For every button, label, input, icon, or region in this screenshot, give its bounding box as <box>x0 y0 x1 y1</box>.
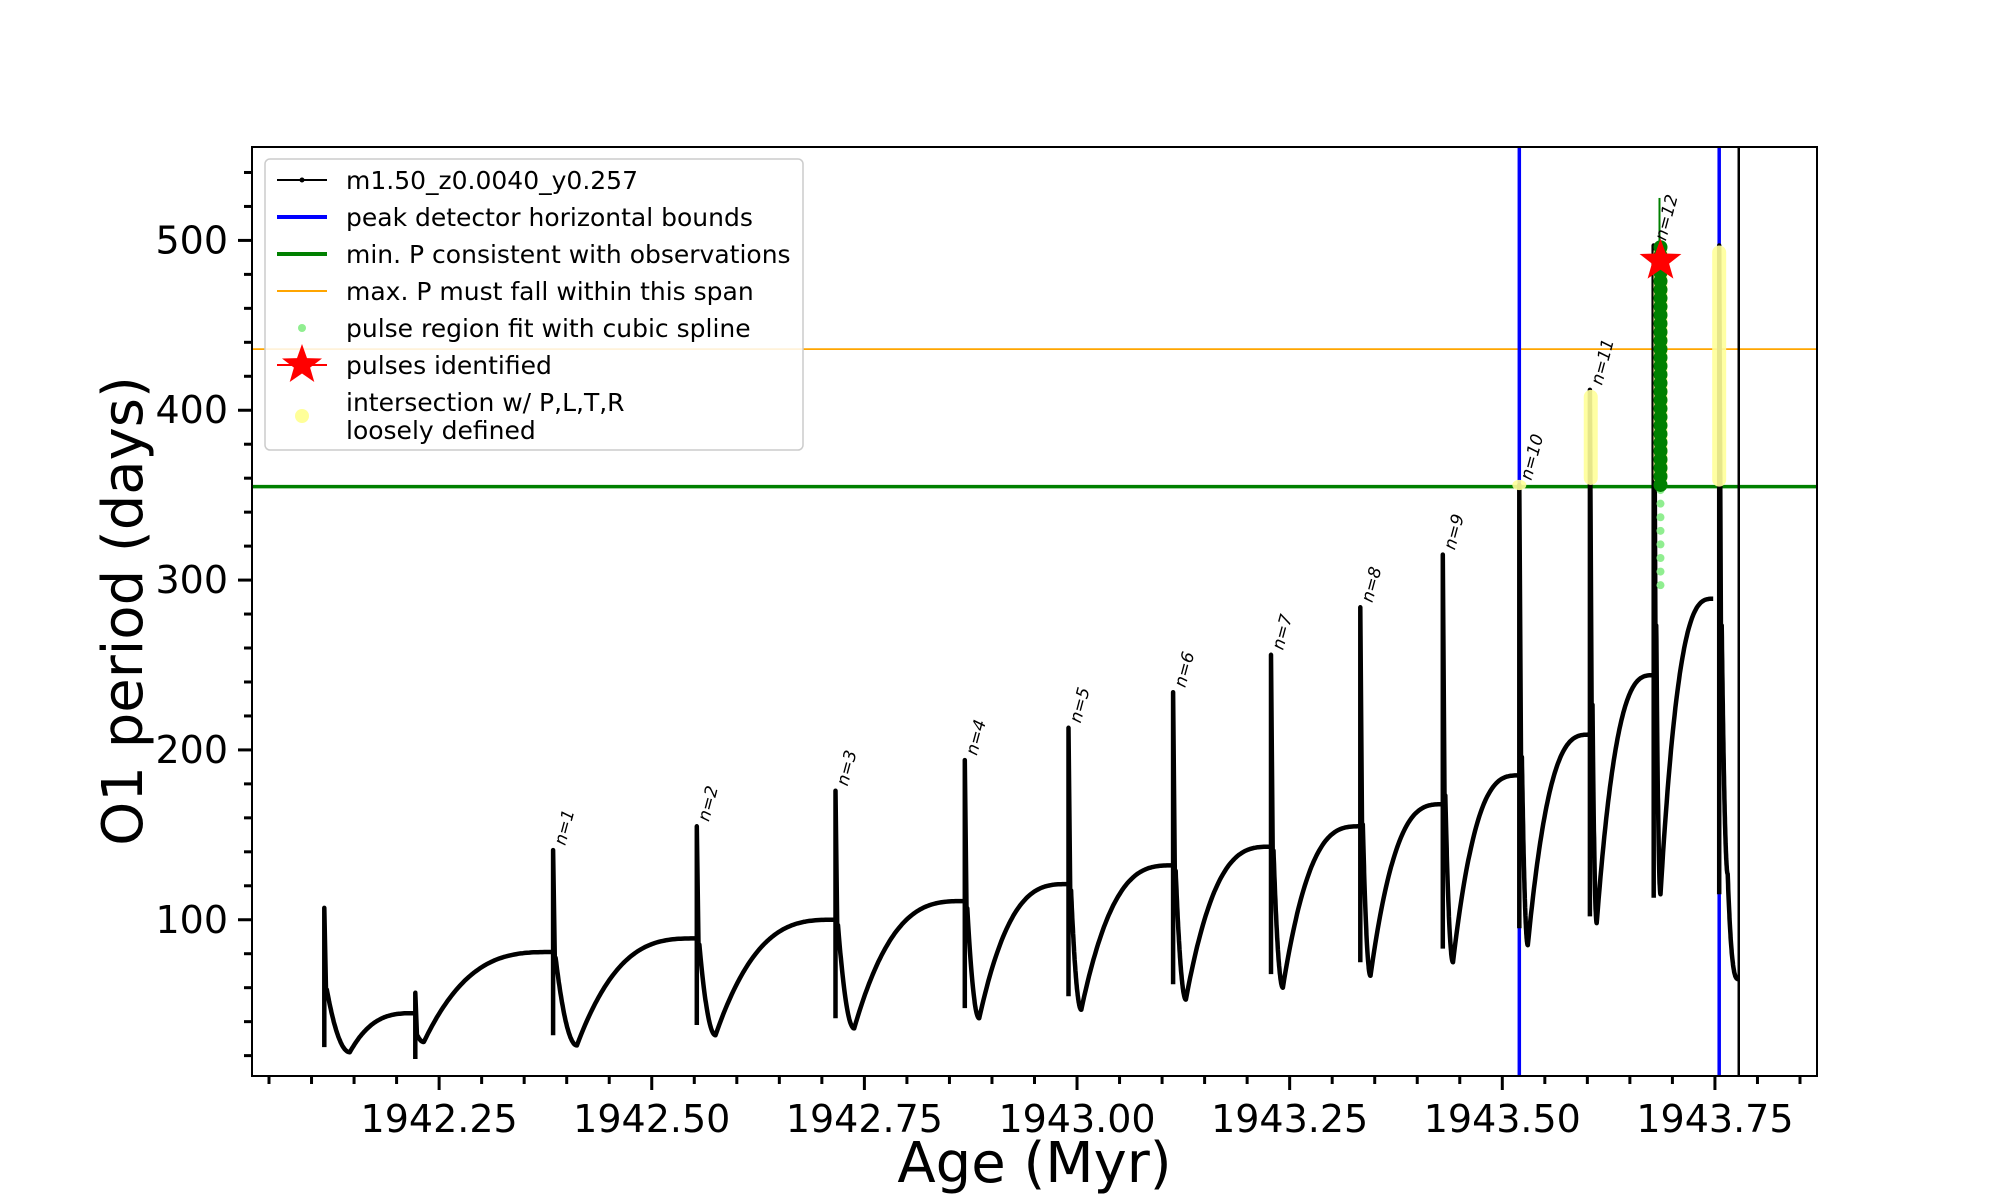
y-tick-label: 300 <box>155 558 228 602</box>
legend-label: max. P must fall within this span <box>346 277 754 306</box>
series-pulse-13 <box>1651 243 1715 898</box>
spline-dot-0 <box>1656 567 1665 576</box>
legend-label: m1.50_z0.0040_y0.257 <box>346 166 638 195</box>
spline-dot-0 <box>1656 513 1665 522</box>
x-tick-label: 1942.25 <box>361 1097 518 1141</box>
series-layer <box>322 243 1741 1059</box>
x-axis: 1942.25 1942.50 1942.75 1943.00 1943.25 1943.… <box>267 1076 1802 1141</box>
series-pulse-5 <box>962 757 1070 1021</box>
spline-dot-0 <box>1656 526 1665 535</box>
legend-label-line2: loosely defined <box>346 416 536 445</box>
legend-handle-star <box>282 344 322 382</box>
x-axis-title: Age (Myr) <box>897 1131 1171 1196</box>
loose-region-0 <box>1512 479 1527 491</box>
y-tick-label: 200 <box>155 728 228 772</box>
series-pulse-14 <box>1716 243 1741 982</box>
y-tick-label: 100 <box>155 898 228 942</box>
legend-label: intersection w/ P,L,T,R <box>346 388 625 417</box>
overlay-layer <box>1512 197 1727 590</box>
series-pulse-0 <box>322 905 417 1055</box>
y-axis-title: O1 period (days) <box>91 376 156 846</box>
pulse-star-0 <box>1639 238 1682 279</box>
legend-handle-dot <box>295 409 309 423</box>
series-pulse-9 <box>1358 605 1444 979</box>
legend-label: min. P consistent with observations <box>346 240 791 269</box>
series-pulse-3 <box>694 824 836 1038</box>
spline-dot-0 <box>1656 540 1665 549</box>
legend-label: pulses identified <box>346 351 552 380</box>
y-tick-label: 400 <box>155 388 228 432</box>
series-pulse-10 <box>1440 552 1521 965</box>
legend-handle-dot <box>298 324 306 332</box>
x-tick-label: 1943.00 <box>998 1097 1155 1141</box>
loose-region-1 <box>1583 389 1598 485</box>
spline-dot-0 <box>1656 581 1665 590</box>
legend-frame <box>264 158 804 451</box>
series-pulse-12 <box>1587 387 1655 926</box>
series-pulse-7 <box>1170 689 1272 1002</box>
x-tick-label: 1942.75 <box>786 1097 943 1141</box>
x-tick-label: 1943.75 <box>1636 1097 1793 1141</box>
x-tick-label: 1943.25 <box>1211 1097 1368 1141</box>
loose-region-3 <box>1712 245 1727 487</box>
series-pulse-8 <box>1268 652 1362 990</box>
y-axis: 100 200 300 400 500 <box>155 170 252 1058</box>
series-pulse-6 <box>1066 725 1174 1013</box>
y-tick-label: 500 <box>155 218 228 262</box>
x-tick-label: 1942.50 <box>573 1097 730 1141</box>
series-pulse-11 <box>1517 482 1592 948</box>
spline-dot-0 <box>1656 499 1665 508</box>
legend-label: peak detector horizontal bounds <box>346 203 753 232</box>
spline-dot-0 <box>1656 554 1665 563</box>
series-pulse-4 <box>833 788 966 1031</box>
series-pulse-1 <box>413 949 554 1059</box>
x-tick-label: 1943.50 <box>1424 1097 1581 1141</box>
legend-handle-marker <box>299 177 305 183</box>
series-pulse-2 <box>550 847 698 1048</box>
legend-label: pulse region fit with cubic spline <box>346 314 751 343</box>
